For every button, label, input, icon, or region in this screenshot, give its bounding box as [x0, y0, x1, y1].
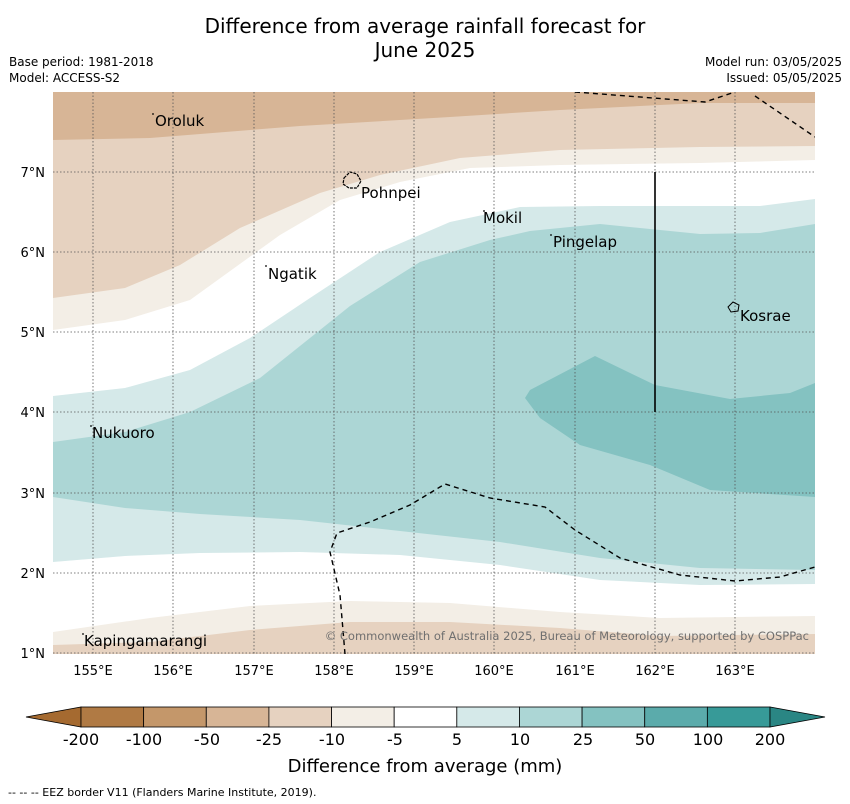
- colorbar-tick-50: 50: [634, 730, 656, 749]
- band-minus-25-north: [53, 92, 815, 140]
- band-minus-10-south: [53, 622, 815, 654]
- lon-label-155e: 155°E: [73, 664, 113, 679]
- place-mokil: Mokil: [483, 209, 522, 227]
- colorbar-tick-25: 25: [572, 730, 594, 749]
- lat-label-1n: 1°N: [21, 647, 46, 662]
- colorbar-segment: [268, 706, 332, 728]
- base-period: Base period: 1981-2018: [9, 55, 154, 69]
- lat-label-6n: 6°N: [21, 246, 46, 261]
- eez-legend-note: -- -- -- EEZ border V11 (Flanders Marine…: [8, 786, 317, 799]
- colorbar-tick-minus-50: -50: [193, 730, 221, 749]
- colorbar-segment: [143, 706, 207, 728]
- lat-label-5n: 5°N: [21, 326, 46, 341]
- colorbar-tick-200: 200: [754, 730, 786, 749]
- lat-label-3n: 3°N: [21, 487, 46, 502]
- colorbar-tick-minus-5: -5: [387, 730, 403, 749]
- place-ngatik: Ngatik: [268, 265, 317, 283]
- band-minus-10-north: [53, 92, 815, 298]
- page-title: Difference from average rainfall forecas…: [204, 14, 646, 38]
- colorbar: [25, 706, 826, 728]
- band-25-to-50: [525, 356, 815, 497]
- colorbar-tick-10: 10: [509, 730, 531, 749]
- place-kapingamarangi: Kapingamarangi: [84, 632, 207, 650]
- contour-fills: [53, 92, 815, 654]
- lat-label-4n: 4°N: [21, 406, 46, 421]
- page-title-month: June 2025: [374, 38, 476, 62]
- colorbar-segment: [644, 706, 708, 728]
- lat-label-7n: 7°N: [21, 166, 46, 181]
- place-nukuoro: Nukuoro: [92, 424, 155, 442]
- colorbar-tick-5: 5: [451, 730, 463, 749]
- colorbar-segment: [456, 706, 520, 728]
- lat-label-2n: 2°N: [21, 567, 46, 582]
- colorbar-tick-minus-10: -10: [318, 730, 346, 749]
- lon-label-156e: 156°E: [153, 664, 193, 679]
- colorbar-segment: [80, 706, 145, 728]
- colorbar-extension-low: [25, 706, 82, 728]
- colorbar-tick-minus-200: -200: [62, 730, 100, 749]
- place-kosrae: Kosrae: [740, 307, 791, 325]
- colorbar-segment: [331, 706, 395, 728]
- colorbar-segment: [393, 706, 458, 728]
- lon-label-159e: 159°E: [394, 664, 434, 679]
- kosrae-island-outline: [727, 301, 740, 313]
- colorbar-segment: [519, 706, 583, 728]
- colorbar-segment: [581, 706, 646, 728]
- issue-date: Issued: 05/05/2025: [726, 71, 842, 85]
- colorbar-segment: [205, 706, 270, 728]
- band-10-to-25: [53, 224, 815, 570]
- colorbar-tick-minus-100: -100: [125, 730, 163, 749]
- colorbar-label: Difference from average (mm): [287, 756, 563, 777]
- place-oroluk: Oroluk: [155, 112, 204, 130]
- lon-label-163e: 163°E: [715, 664, 755, 679]
- lon-label-158e: 158°E: [314, 664, 354, 679]
- lon-label-160e: 160°E: [474, 664, 514, 679]
- model-run: Model run: 03/05/2025: [704, 55, 842, 69]
- lon-label-161e: 161°E: [555, 664, 595, 679]
- model-name: Model: ACCESS-S2: [9, 71, 121, 85]
- colorbar-segment: [706, 706, 771, 728]
- copyright-notice: © Commonwealth of Australia 2025, Bureau…: [325, 629, 809, 643]
- place-pingelap: Pingelap: [553, 233, 617, 251]
- lon-label-162e: 162°E: [635, 664, 675, 679]
- colorbar-extension-high: [769, 706, 826, 728]
- place-pohnpei: Pohnpei: [361, 184, 421, 202]
- colorbar-tick-100: 100: [692, 730, 724, 749]
- atoll-markers: [82, 113, 552, 635]
- lon-label-157e: 157°E: [234, 664, 274, 679]
- pohnpei-island-outline: [342, 171, 362, 189]
- colorbar-tick-minus-25: -25: [255, 730, 283, 749]
- eez-border: [329, 92, 815, 654]
